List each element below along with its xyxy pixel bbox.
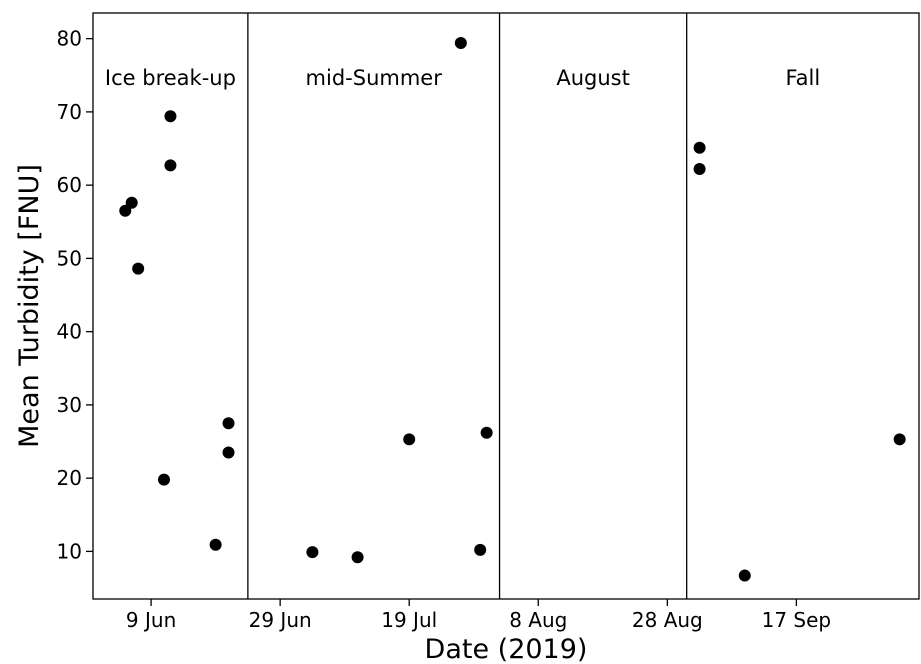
y-tick-label: 10 — [57, 539, 82, 563]
data-point — [693, 141, 706, 154]
y-tick-label: 20 — [57, 466, 82, 490]
data-point — [403, 433, 416, 446]
data-point — [164, 159, 177, 172]
data-point — [480, 426, 493, 439]
data-point — [454, 37, 467, 50]
y-tick-label: 50 — [57, 246, 82, 270]
data-point — [306, 546, 319, 559]
data-point — [351, 551, 364, 564]
x-tick-label: 29 Jun — [249, 608, 312, 632]
y-tick-label: 30 — [57, 393, 82, 417]
data-point — [693, 163, 706, 176]
data-point — [893, 433, 906, 446]
phase-label: Ice break-up — [105, 66, 236, 90]
y-axis-title: Mean Turbidity [FNU] — [14, 164, 45, 448]
plot-marks: Ice break-up mid-Summer August Fall — [105, 13, 906, 599]
data-point — [222, 446, 235, 459]
data-point — [164, 110, 177, 123]
data-point — [119, 204, 132, 217]
data-point — [125, 196, 138, 209]
x-tick-label: 28 Aug — [632, 608, 703, 632]
axes: 9 Jun 29 Jun 19 Jul 8 Aug 28 Aug 17 Sep 10 20 30… — [57, 27, 832, 632]
x-tick-label: 19 Jul — [381, 608, 437, 632]
data-point — [209, 538, 222, 551]
data-point — [157, 473, 170, 486]
y-tick-label: 60 — [57, 173, 82, 197]
y-tick-label: 70 — [57, 100, 82, 124]
x-tick-label: 9 Jun — [126, 608, 176, 632]
phase-label: mid-Summer — [306, 66, 443, 90]
data-point — [474, 543, 487, 556]
y-tick-label: 40 — [57, 320, 82, 344]
data-point — [132, 262, 145, 275]
x-tick-label: 17 Sep — [762, 608, 832, 632]
x-axis-title: Date (2019) — [425, 634, 588, 664]
y-tick-label: 80 — [57, 27, 82, 51]
x-tick-label: 8 Aug — [509, 608, 567, 632]
phase-label: August — [556, 66, 630, 90]
phase-label: Fall — [785, 66, 820, 90]
data-point — [738, 569, 751, 582]
plot-frame — [92, 12, 920, 600]
data-point — [222, 417, 235, 430]
